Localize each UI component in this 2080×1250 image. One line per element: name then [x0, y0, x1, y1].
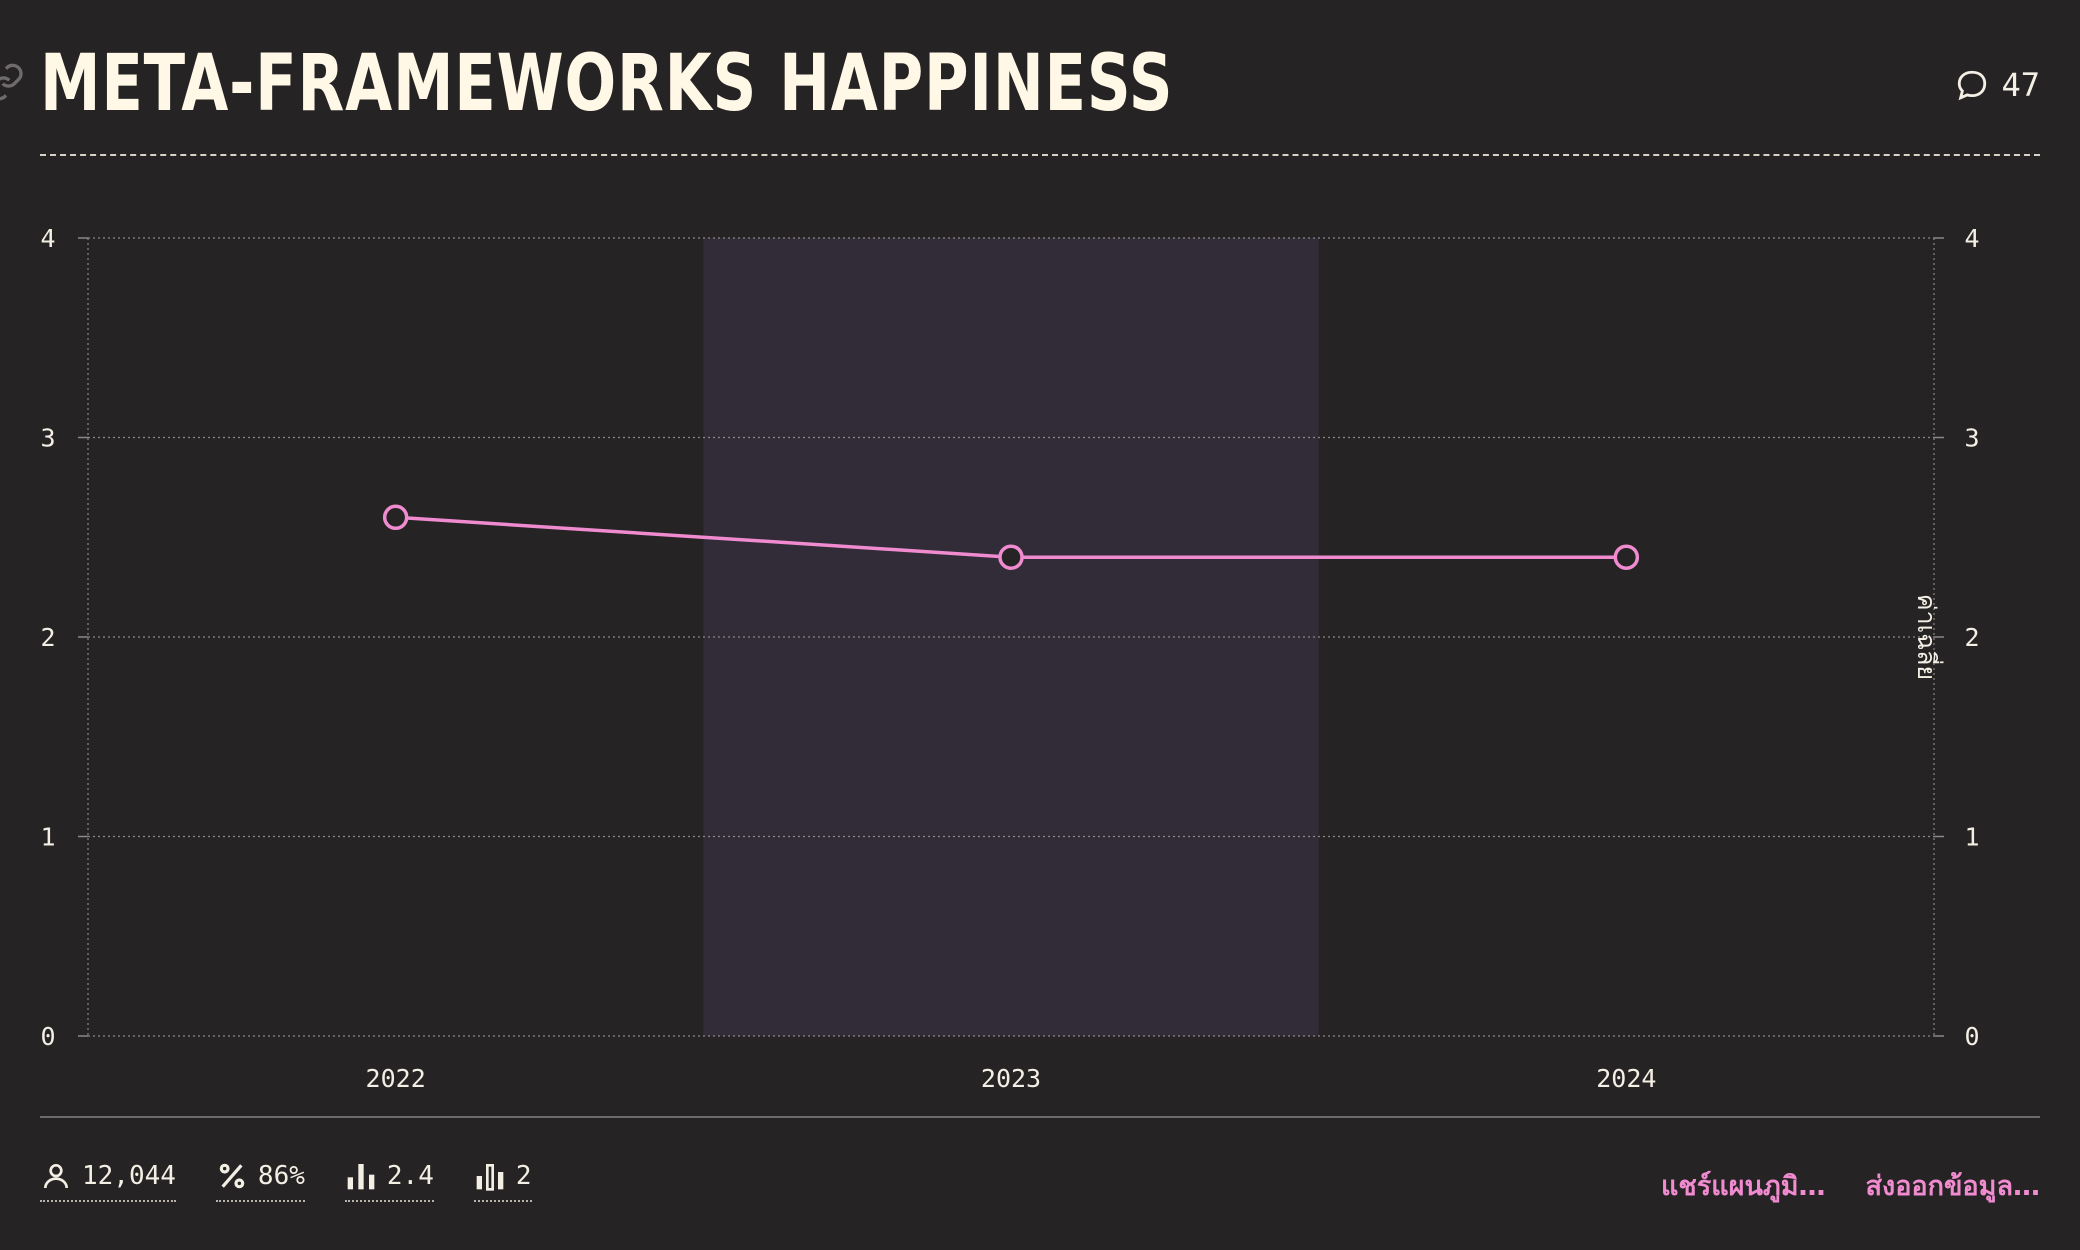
median-value: 2 — [515, 1161, 532, 1191]
y-tick-label-left: 1 — [40, 823, 55, 852]
comment-icon — [1958, 70, 1987, 101]
respondents-stat[interactable]: 12,044 — [40, 1160, 176, 1202]
y-tick-label-right: 2 — [1964, 623, 1979, 652]
average-stat[interactable]: 2.4 — [344, 1160, 434, 1202]
data-point[interactable] — [998, 544, 1024, 570]
export-data-link[interactable]: ส่งออกข้อมูล… — [1865, 1171, 2040, 1202]
percentage-stat[interactable]: 86% — [215, 1160, 305, 1202]
line-chart: 0 0 1 1 2 2 3 3 4 4 ค่าเฉลี่ย 2022 2023 2024 — [40, 224, 1979, 1093]
y-tick-label-right: 0 — [1964, 1022, 1979, 1051]
share-chart-link[interactable]: แชร์แผนภูมิ… — [1661, 1171, 1826, 1202]
page-title: META-FRAMEWORKS HAPPINESS — [40, 39, 1174, 129]
y-tick-label-left: 2 — [40, 623, 55, 652]
user-icon — [44, 1164, 68, 1189]
header-divider — [40, 154, 2040, 156]
y-tick-label-right: 3 — [1964, 424, 1979, 453]
median-stat[interactable]: 2 — [473, 1160, 532, 1202]
data-point[interactable] — [382, 504, 409, 531]
link-icon[interactable] — [0, 62, 26, 102]
x-tick-label: 2023 — [981, 1064, 1041, 1093]
comments-button[interactable]: 47 — [1955, 66, 2040, 104]
y-tick-label-left: 3 — [40, 424, 55, 453]
percentage-value: 86% — [257, 1161, 305, 1191]
median-bars-icon — [476, 1164, 504, 1191]
highlight-band — [703, 238, 1319, 1036]
average-bars-icon — [347, 1164, 375, 1190]
summary-stats: 12,044 86% 2.4 2 — [40, 1160, 532, 1202]
average-value: 2.4 — [386, 1161, 434, 1191]
y-tick-label-left: 0 — [40, 1022, 55, 1051]
chart-actions: แชร์แผนภูมิ… ส่งออกข้อมูล… — [1661, 1164, 2040, 1207]
x-tick-label: 2024 — [1596, 1064, 1656, 1093]
y-tick-label-right: 4 — [1964, 224, 1979, 253]
percent-icon — [219, 1163, 245, 1189]
right-axis-label: ค่าเฉลี่ย — [1912, 594, 1944, 680]
comment-count: 47 — [2001, 66, 2040, 104]
y-tick-label-left: 4 — [40, 224, 55, 253]
x-tick-label: 2022 — [366, 1064, 426, 1093]
y-tick-label-right: 1 — [1964, 823, 1979, 852]
respondents-value: 12,044 — [82, 1161, 176, 1191]
data-point[interactable] — [1613, 544, 1640, 570]
footer-divider — [40, 1116, 2040, 1118]
